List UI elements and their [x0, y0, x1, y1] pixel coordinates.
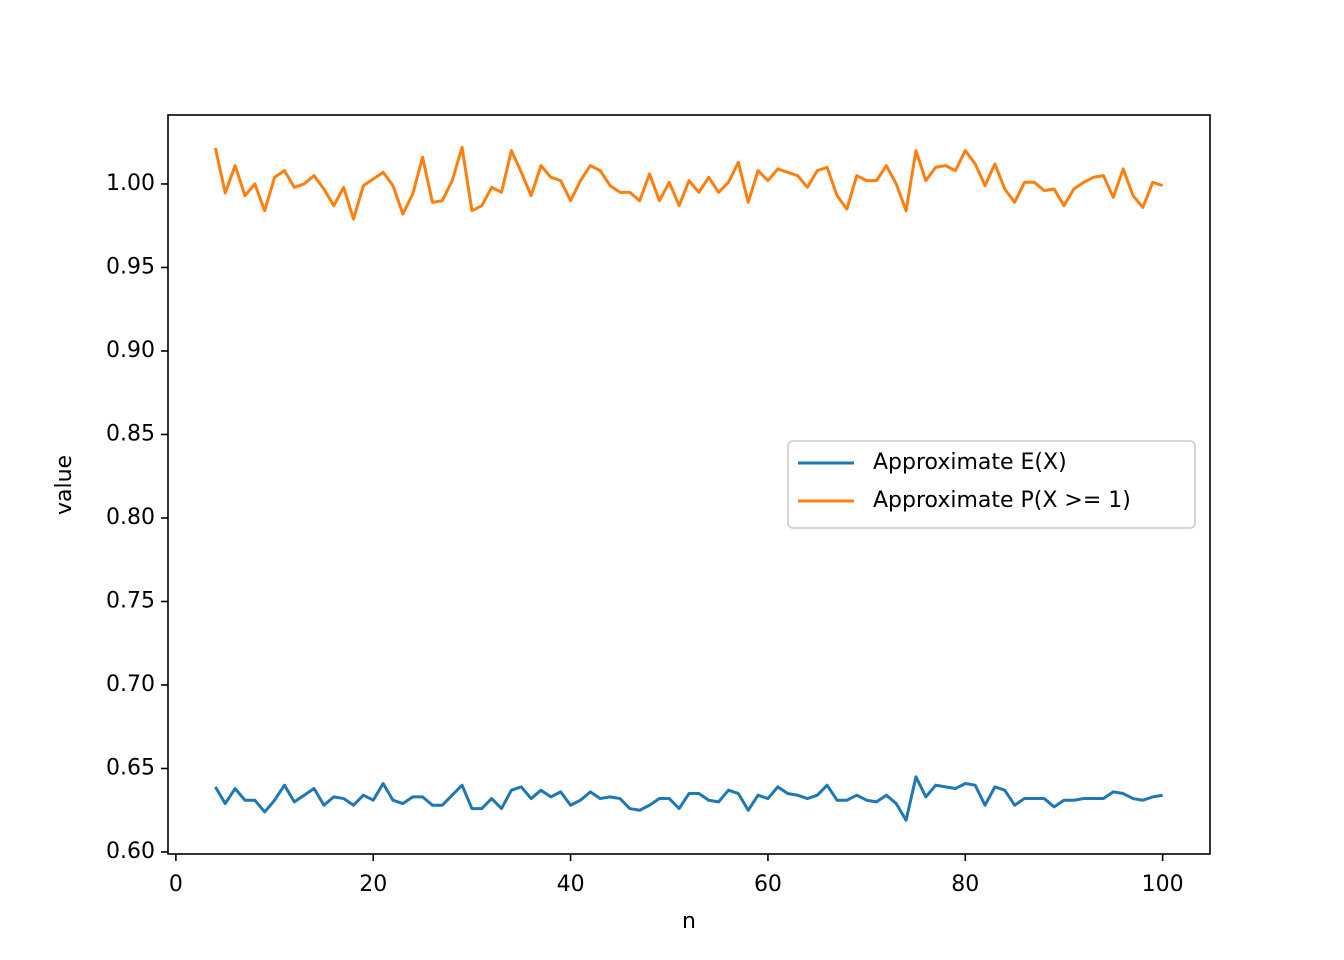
- y-tick-label: 0.85: [106, 421, 155, 446]
- x-tick-label: 40: [557, 872, 585, 897]
- legend-box: [787, 440, 1196, 529]
- y-tick-label: 0.75: [106, 588, 155, 613]
- y-tick-label: 0.90: [106, 338, 155, 363]
- x-tick-label: 0: [169, 872, 183, 897]
- legend-label: Approximate P(X >= 1): [873, 488, 1131, 513]
- x-tick-label: 60: [754, 872, 782, 897]
- y-tick-label: 0.65: [106, 755, 155, 780]
- line-series: [213, 145, 1164, 221]
- y-tick-label: 0.95: [106, 254, 155, 279]
- x-axis-label: n: [682, 909, 696, 934]
- y-axis-label: value: [52, 455, 77, 515]
- y-tick-label: 0.70: [106, 672, 155, 697]
- x-tick-label: 20: [359, 872, 387, 897]
- y-tick-label: 0.80: [106, 505, 155, 530]
- axes-frame: [167, 114, 1211, 855]
- x-tick-label: 80: [951, 872, 979, 897]
- x-tick-label: 100: [1142, 872, 1184, 897]
- legend-label: Approximate E(X): [873, 450, 1067, 475]
- y-tick-label: 1.00: [106, 171, 155, 196]
- line-series: [214, 775, 1163, 822]
- y-tick-label: 0.60: [106, 839, 155, 864]
